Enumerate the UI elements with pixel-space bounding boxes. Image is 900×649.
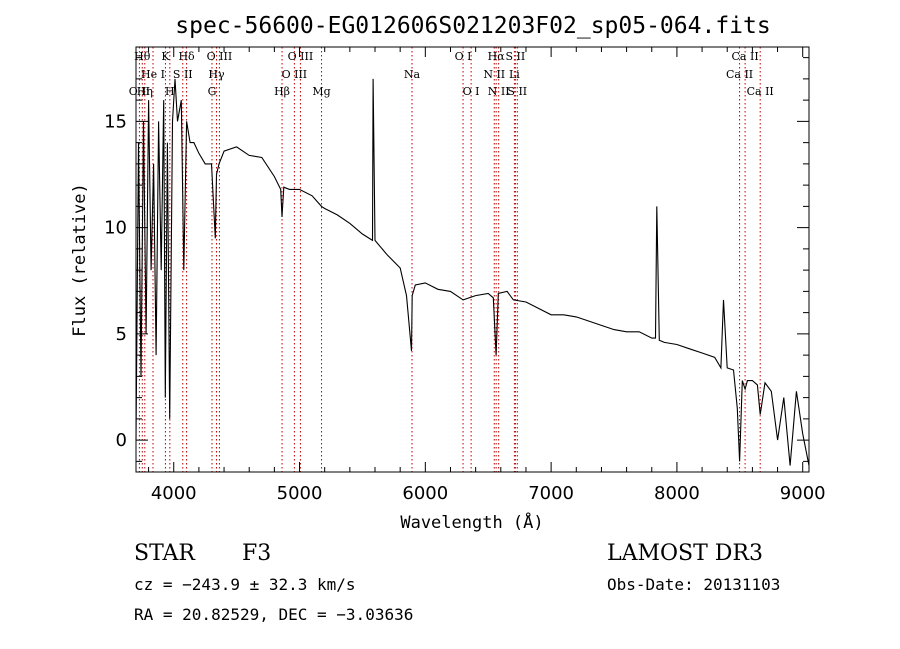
line-marker-label: O I: [463, 85, 480, 98]
x-axis-label: Wavelength (Å): [400, 511, 543, 533]
line-marker-label: S II: [173, 68, 193, 81]
line-marker-label: Hδ: [178, 50, 195, 63]
chart-title: spec-56600-EG012606S021203F02_sp05-064.f…: [175, 13, 770, 39]
y-tick-label: 0: [116, 430, 127, 451]
spectrum-line: [135, 78, 810, 466]
y-axis-label: Flux (relative): [70, 183, 90, 337]
line-marker-label: Ca II: [726, 68, 753, 81]
plot-frame: [135, 46, 810, 473]
line-marker-label: He I: [141, 68, 165, 81]
line-marker-label: Na: [404, 68, 421, 81]
line-marker-label: Hβ: [274, 85, 290, 98]
line-marker-label: S II: [506, 50, 526, 63]
spectral-line-labels: O II Hθ Hη He I K H S II Hδ G Hγ O III Hβ O III O III…: [129, 50, 774, 98]
line-marker-label: O II: [129, 85, 150, 98]
y-tick-label: 5: [116, 324, 127, 345]
line-marker-label: G: [208, 85, 217, 98]
object-class: STAR: [134, 541, 196, 566]
x-tick-label: 6000: [402, 483, 448, 504]
y-tick-label: 10: [104, 218, 127, 239]
line-marker-label: Hθ: [134, 50, 151, 63]
y-tick-label: 15: [104, 111, 127, 132]
line-marker-label: N II: [483, 68, 505, 81]
line-marker-label: O III: [207, 50, 233, 63]
x-tick-label: 8000: [654, 483, 700, 504]
line-marker-label: Hγ: [208, 68, 225, 81]
line-marker-label: O III: [288, 50, 314, 63]
observation-date: Obs-Date: 20131103: [607, 575, 780, 594]
line-marker-label: Li: [509, 68, 520, 81]
line-marker-label: S II: [507, 85, 527, 98]
line-marker-label: Ca II: [747, 85, 774, 98]
line-marker-label: Hη: [137, 85, 153, 98]
line-marker-label: Mg: [312, 85, 330, 98]
redshift-cz: cz = −243.9 ± 32.3 km/s: [134, 575, 356, 594]
line-marker-label: N II: [488, 85, 510, 98]
object-subclass: F3: [242, 541, 271, 566]
line-marker-label: O I: [455, 50, 472, 63]
line-marker-label: O III: [282, 68, 308, 81]
y-axis-ticks: 0 5 10 15: [104, 57, 809, 462]
line-marker-label: K: [161, 50, 170, 63]
survey-name: LAMOST DR3: [607, 541, 763, 566]
x-tick-label: 7000: [528, 483, 574, 504]
line-marker-label: Ca II: [732, 50, 759, 63]
x-tick-label: 4000: [151, 483, 197, 504]
x-tick-label: 9000: [780, 483, 826, 504]
line-marker-label: H: [165, 85, 175, 98]
spectral-line-markers: [138, 47, 761, 472]
x-axis-ticks: 4000 5000 6000 7000 8000 9000: [148, 47, 826, 504]
x-tick-label: 5000: [277, 483, 323, 504]
coordinates: RA = 20.82529, DEC = −3.03636: [134, 605, 413, 624]
line-marker-label: Hα: [488, 50, 506, 63]
